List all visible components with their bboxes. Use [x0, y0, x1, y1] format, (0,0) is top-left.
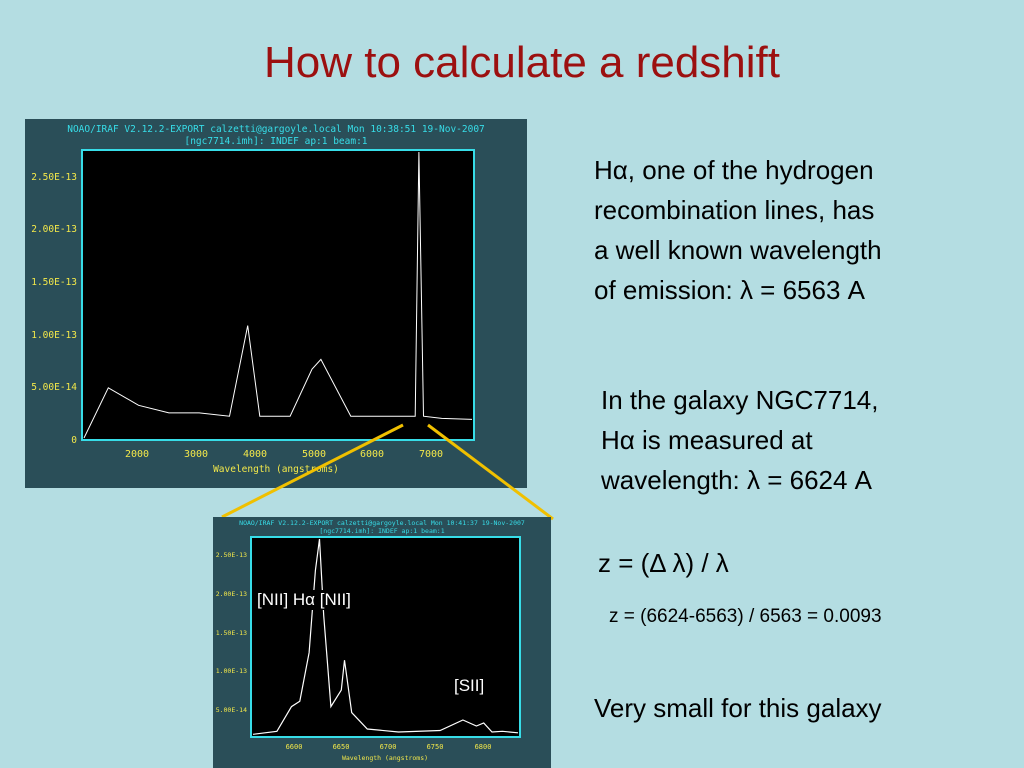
plot1-y-tick: 2.50E-13: [31, 172, 77, 183]
plot1-header-line2: [ngc7714.imh]: INDEF ap:1 beam:1: [184, 136, 367, 147]
halpha-rest-paragraph: Hα, one of the hydrogen recombination li…: [594, 150, 1014, 310]
text-line: recombination lines, has: [594, 195, 875, 225]
plot1-y-axis: 2.50E-13 2.00E-13 1.50E-13 1.00E-13 5.00…: [31, 172, 77, 446]
plot1-y-tick: 1.00E-13: [31, 330, 77, 341]
plot1-x-label: Wavelength (angstroms): [213, 464, 339, 475]
nii-halpha-nii-label: [NII] Hα [NII]: [257, 590, 351, 610]
full-spectrum-plot: NOAO/IRAF V2.12.2-EXPORT calzetti@gargoy…: [25, 119, 527, 488]
zoomed-spectrum-plot: NOAO/IRAF V2.12.2-EXPORT calzetti@gargoy…: [213, 517, 551, 768]
plot1-x-tick: 5000: [302, 449, 326, 460]
text-line: of emission: λ = 6563 A: [594, 275, 865, 305]
plot2-y-tick: 1.00E-13: [216, 667, 247, 675]
plot1-x-axis: 2000 3000 4000 5000 6000 7000: [125, 449, 443, 460]
text-line: wavelength: λ = 6624 A: [601, 465, 873, 495]
text-line: a well known wavelength: [594, 235, 882, 265]
plot2-y-tick: 2.50E-13: [216, 551, 247, 559]
plot2-x-tick: 6800: [475, 743, 492, 751]
text-line: Hα, one of the hydrogen: [594, 155, 874, 185]
zoomed-spectrum-svg: NOAO/IRAF V2.12.2-EXPORT calzetti@gargoy…: [216, 519, 525, 762]
text-line: Hα is measured at: [601, 425, 813, 455]
plot2-header-line2: [ngc7714.imh]: INDEF ap:1 beam:1: [319, 527, 444, 535]
plot2-y-tick: 1.50E-13: [216, 629, 247, 637]
full-spectrum-svg: NOAO/IRAF V2.12.2-EXPORT calzetti@gargoy…: [31, 124, 485, 475]
plot2-y-axis: 2.50E-13 2.00E-13 1.50E-13 1.00E-13 5.00…: [216, 551, 247, 714]
plot1-y-tick: 2.00E-13: [31, 224, 77, 235]
plot2-spectrum-line: [252, 538, 519, 735]
plot2-x-label: Wavelength (angstroms): [342, 754, 428, 762]
plot1-x-tick: 4000: [243, 449, 267, 460]
redshift-calculation: z = (6624-6563) / 6563 = 0.0093: [609, 606, 882, 627]
conclusion-text: Very small for this galaxy: [594, 693, 882, 723]
slide-title: How to calculate a redshift: [263, 38, 781, 87]
plot2-x-tick: 6650: [333, 743, 350, 751]
sii-label: [SII]: [454, 676, 485, 696]
plot1-x-tick: 7000: [419, 449, 443, 460]
redshift-formula: z = (Δ λ) / λ: [598, 548, 729, 578]
plot1-header-line1: NOAO/IRAF V2.12.2-EXPORT calzetti@gargoy…: [67, 124, 485, 135]
text-line: In the galaxy NGC7714,: [601, 385, 879, 415]
plot1-spectrum-line: [83, 151, 473, 439]
plot1-x-tick: 2000: [125, 449, 149, 460]
plot2-y-tick: 2.00E-13: [216, 590, 247, 598]
plot2-x-tick: 6700: [380, 743, 397, 751]
plot1-y-tick: 5.00E-14: [31, 382, 77, 393]
plot2-x-axis: 6600 6650 6700 6750 6800: [286, 743, 492, 751]
plot2-x-tick: 6600: [286, 743, 303, 751]
plot1-y-tick: 1.50E-13: [31, 277, 77, 288]
plot1-x-tick: 6000: [360, 449, 384, 460]
plot2-header-line1: NOAO/IRAF V2.12.2-EXPORT calzetti@gargoy…: [239, 519, 525, 527]
plot1-x-tick: 3000: [184, 449, 208, 460]
halpha-observed-paragraph: In the galaxy NGC7714, Hα is measured at…: [601, 380, 1021, 500]
plot2-y-tick: 5.00E-14: [216, 706, 247, 714]
plot2-x-tick: 6750: [427, 743, 444, 751]
plot1-y-tick: 0: [71, 435, 77, 446]
plot1-frame: [81, 149, 475, 441]
